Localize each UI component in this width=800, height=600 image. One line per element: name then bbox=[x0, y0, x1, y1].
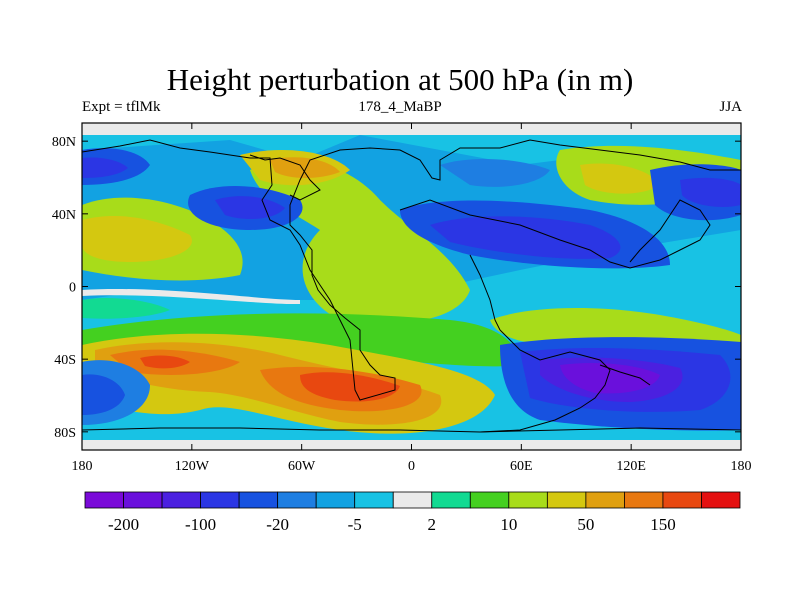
x-tick-label: 120W bbox=[175, 459, 210, 474]
y-tick-label: 0 bbox=[69, 281, 76, 296]
colorbar-label: -20 bbox=[266, 515, 289, 534]
colorbar-label: 150 bbox=[650, 515, 676, 534]
x-tick-label: 120E bbox=[616, 459, 646, 474]
colorbar-swatch bbox=[624, 491, 664, 509]
season-label: JJA bbox=[719, 99, 742, 115]
colorbar-swatch bbox=[508, 491, 548, 509]
colorbar-swatch bbox=[431, 491, 471, 509]
colorbar-swatch bbox=[123, 491, 163, 509]
y-tick-label: 40S bbox=[54, 353, 76, 368]
colorbar-swatch bbox=[585, 491, 625, 509]
x-tick-label: 0 bbox=[408, 459, 415, 474]
case-label: 178_4_MaBP bbox=[358, 99, 442, 115]
x-tick-label: 60E bbox=[510, 459, 533, 474]
colorbar-swatch bbox=[662, 491, 702, 509]
colorbar-swatch bbox=[277, 491, 317, 509]
colorbar-label: -100 bbox=[185, 515, 216, 534]
x-tick-label: 180 bbox=[72, 459, 93, 474]
colorbar-swatch bbox=[238, 491, 279, 509]
colorbar-label: -5 bbox=[348, 515, 362, 534]
colorbar-label: 50 bbox=[577, 515, 594, 534]
colorbar-label: 10 bbox=[500, 515, 517, 534]
x-tick-label: 60W bbox=[288, 459, 316, 474]
coastlines bbox=[82, 139, 741, 433]
colorbar-label: 2 bbox=[428, 515, 437, 534]
colorbar: -200 -100 -20 -5 2 10 50 150 bbox=[84, 491, 741, 534]
colorbar-swatch bbox=[161, 491, 201, 509]
axes: 180 120W 60W 0 60E 120E 180 80N 40N 0 40S 80S bbox=[52, 123, 752, 474]
chart-title: Height perturbation at 500 hPa (in m) bbox=[166, 62, 634, 97]
height-field bbox=[82, 123, 741, 450]
y-tick-label: 40N bbox=[52, 208, 76, 223]
colorbar-label: -200 bbox=[108, 515, 139, 534]
colorbar-swatch bbox=[392, 491, 433, 509]
colorbar-swatch bbox=[315, 491, 356, 509]
colorbar-swatch bbox=[546, 491, 587, 509]
colorbar-swatch bbox=[200, 491, 240, 509]
experiment-label: Expt = tflMk bbox=[82, 99, 161, 115]
colorbar-swatch bbox=[701, 491, 741, 509]
colorbar-swatch bbox=[84, 491, 124, 509]
y-tick-label: 80S bbox=[54, 426, 76, 441]
colorbar-swatch bbox=[354, 491, 394, 509]
x-tick-label: 180 bbox=[731, 459, 752, 474]
y-tick-label: 80N bbox=[52, 135, 76, 150]
colorbar-swatch bbox=[469, 491, 510, 509]
